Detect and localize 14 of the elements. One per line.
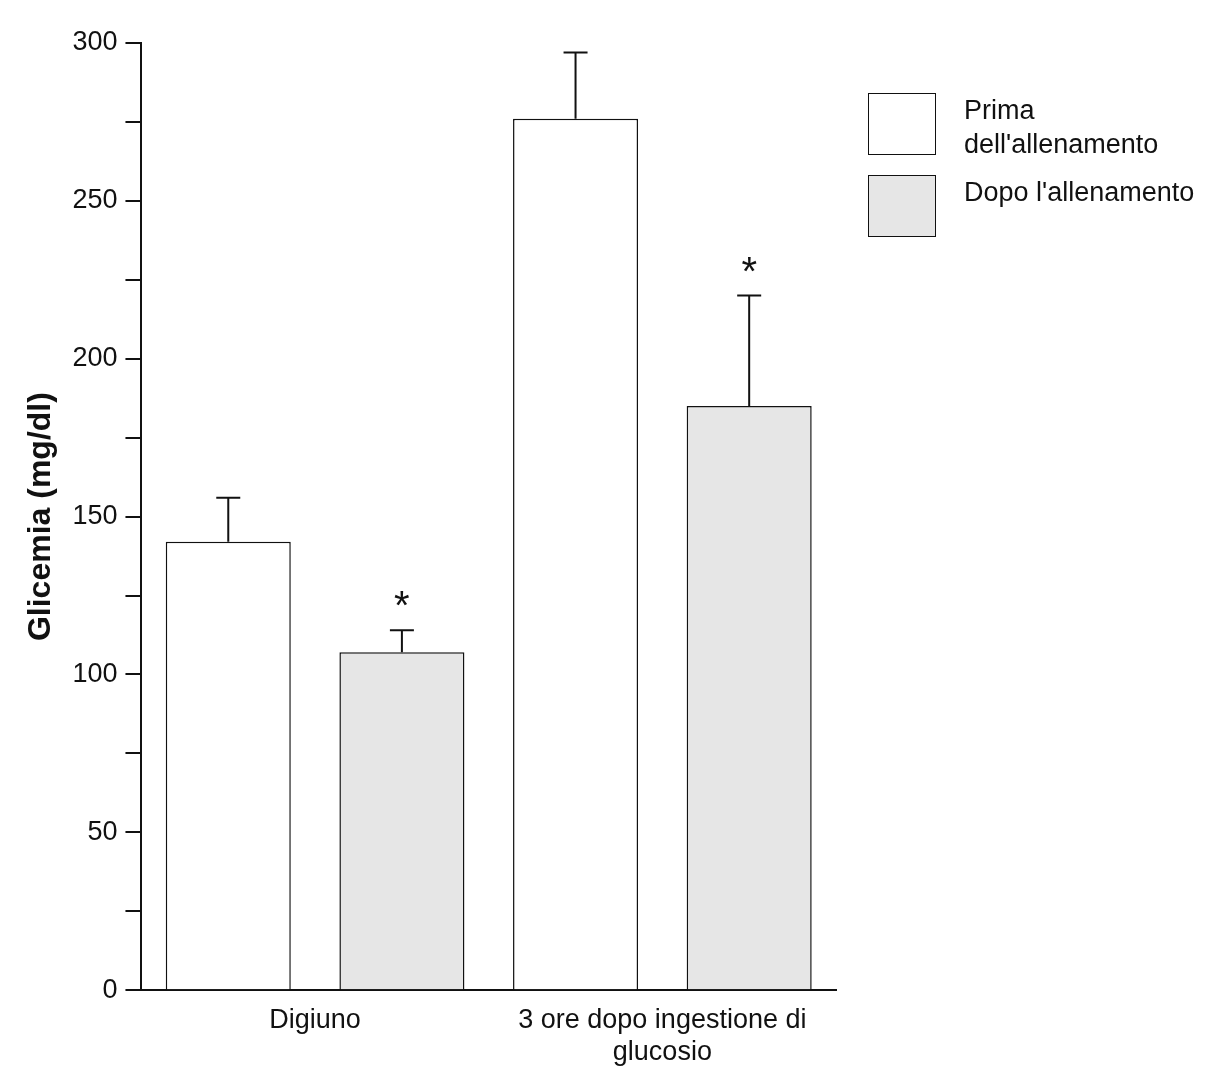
y-tick-label: 0 [102, 973, 118, 1004]
y-tick-label: 150 [72, 500, 118, 531]
annotation: * [741, 248, 757, 293]
y-tick-label: 250 [72, 184, 118, 215]
y-tick-label: 100 [72, 657, 118, 688]
x-tick-label: Digiuno [269, 1003, 361, 1034]
annotation: * [394, 583, 410, 628]
y-tick-label: 50 [87, 815, 118, 846]
y-tick-label: 300 [72, 26, 118, 57]
legend-label: Dopo l'allenamento [964, 176, 1196, 209]
text: Prima dell'allenamento [964, 94, 1160, 161]
x-tick-label: 3 ore dopo ingestione di glucosio [518, 1003, 807, 1067]
y-tick-label: 200 [72, 342, 118, 373]
y-axis-title: Glicemia (mg/dl) [21, 392, 58, 642]
